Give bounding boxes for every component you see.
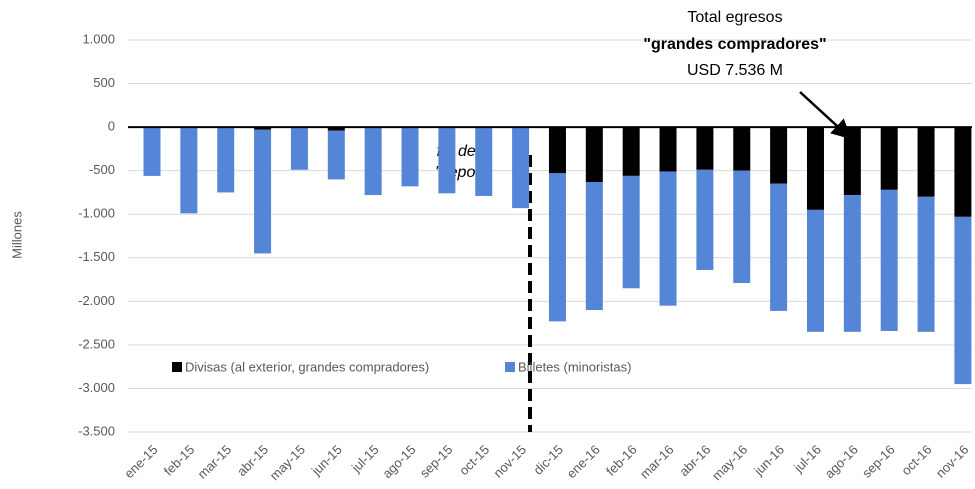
- bar: [548, 173, 566, 322]
- bar: [733, 170, 751, 284]
- x-tick-label: abr-16: [676, 442, 713, 479]
- x-tick-label: ago-15: [379, 442, 418, 481]
- bar: [954, 216, 972, 385]
- x-tick-label: jul-15: [348, 442, 382, 476]
- x-tick-label: mar-15: [195, 442, 235, 482]
- legend-label: Divisas (al exterior, grandes compradore…: [185, 359, 429, 374]
- bar: [180, 127, 198, 214]
- bar: [327, 127, 345, 131]
- bar: [254, 129, 272, 254]
- x-tick-label: nov-15: [490, 442, 529, 481]
- bar: [327, 130, 345, 180]
- bar: [880, 189, 898, 331]
- y-tick-label: -2.000: [78, 293, 115, 308]
- y-tick-label: -2.500: [78, 336, 115, 351]
- x-tick-label: dic-15: [530, 442, 566, 478]
- y-tick-label: 1.000: [82, 31, 115, 46]
- y-tick-label: -500: [89, 162, 115, 177]
- x-tick-label: ago-16: [822, 442, 861, 481]
- bar: [512, 127, 530, 209]
- y-tick-label: -3.500: [78, 423, 115, 438]
- bar: [290, 127, 308, 170]
- x-tick-label: ene-16: [564, 442, 603, 481]
- bar: [733, 127, 751, 171]
- y-tick-label: -1.500: [78, 249, 115, 264]
- bar: [438, 127, 456, 194]
- bar: [696, 169, 714, 270]
- bar: [254, 127, 272, 130]
- bar: [770, 183, 788, 311]
- bar: [843, 127, 861, 196]
- x-tick-label: sep-16: [859, 442, 898, 481]
- y-tick-label: -1.000: [78, 206, 115, 221]
- bar: [401, 127, 419, 187]
- bar: [696, 127, 714, 170]
- bar: [917, 196, 935, 332]
- x-tick-label: ene-15: [121, 442, 160, 481]
- bar: [622, 175, 640, 289]
- bar: [475, 127, 493, 196]
- x-tick-label: feb-15: [161, 442, 198, 479]
- bar: [364, 127, 382, 196]
- y-axis-label: Millones: [9, 211, 24, 259]
- x-tick-label: feb-16: [603, 442, 640, 479]
- x-tick-label: nov-16: [933, 442, 972, 481]
- legend-swatch: [505, 362, 515, 372]
- x-tick-label: may-16: [709, 442, 750, 483]
- bar: [585, 181, 603, 311]
- x-tick-label: sep-15: [417, 442, 456, 481]
- annotation: USD 7.536 M: [687, 62, 783, 79]
- x-tick-label: may-15: [267, 442, 308, 483]
- y-tick-label: 0: [108, 119, 115, 134]
- legend-label: Billetes (minoristas): [518, 359, 631, 374]
- y-tick-label: 500: [93, 75, 115, 90]
- bar: [622, 127, 640, 176]
- bar: [843, 195, 861, 332]
- bar: [806, 127, 824, 210]
- bar: [880, 127, 898, 190]
- bar: [659, 171, 677, 306]
- bar: [770, 127, 788, 184]
- annotation: "grandes compradores": [643, 36, 826, 53]
- x-tick-label: jul-16: [790, 442, 824, 476]
- x-tick-label: jun-16: [750, 442, 787, 479]
- x-tick-label: oct-15: [456, 442, 492, 478]
- x-tick-label: jun-15: [308, 442, 345, 479]
- bar: [806, 209, 824, 332]
- arrow: [799, 91, 852, 140]
- x-tick-label: mar-16: [637, 442, 677, 482]
- x-tick-label: oct-16: [898, 442, 934, 478]
- bar: [917, 127, 935, 197]
- y-tick-label: -3.000: [78, 380, 115, 395]
- legend-swatch: [172, 362, 182, 372]
- bar: [217, 127, 235, 193]
- bar: [659, 127, 677, 172]
- annotation: Total egresos: [687, 9, 782, 26]
- bar: [548, 127, 566, 174]
- bar: [585, 127, 603, 182]
- bar: [143, 127, 161, 176]
- x-tick-label: abr-15: [234, 442, 271, 479]
- bar: [954, 127, 972, 217]
